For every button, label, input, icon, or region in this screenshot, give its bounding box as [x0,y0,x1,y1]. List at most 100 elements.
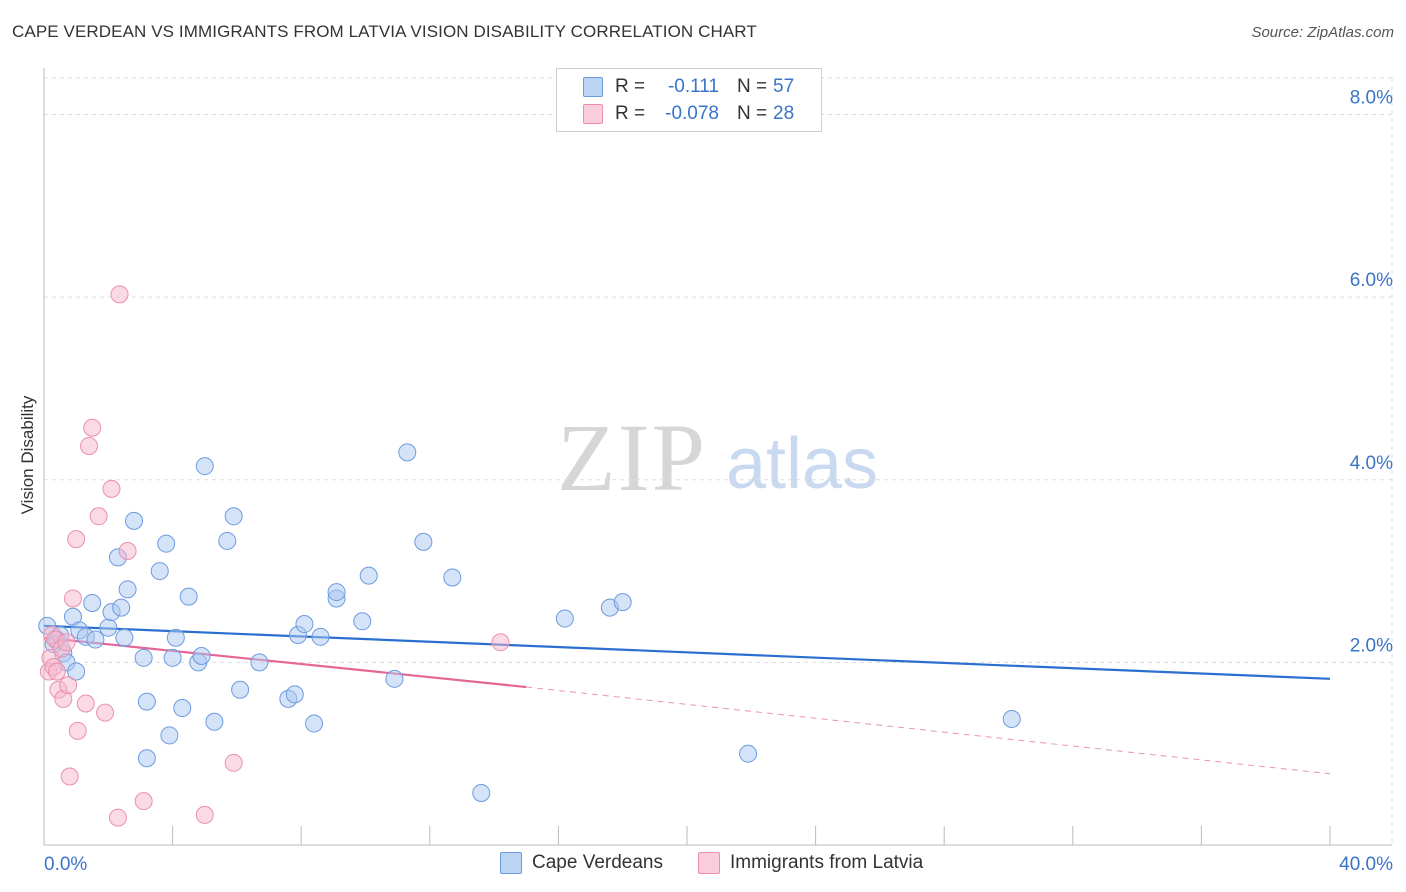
y-tick-label: 4.0% [1350,453,1393,474]
cape-verdean-point [613,593,632,612]
cape-verdean-point [385,669,404,688]
legend-label: Cape Verdeans [532,852,663,873]
cape-verdean-point [99,618,118,637]
latvia-point [80,436,99,455]
latvia-point [195,805,214,824]
cape-verdean-point [166,628,185,647]
cape-verdean-point [231,680,250,699]
latvia-point [108,808,127,827]
watermark-atlas: atlas [726,424,878,504]
cape-verdean-point [83,594,102,613]
latvia-point [76,694,95,713]
legend-label: Immigrants from Latvia [730,852,924,873]
cape-verdean-point [305,714,324,733]
pink-swatch [698,852,720,874]
axes [43,68,1392,846]
latvia-point [118,541,137,560]
watermark-zip: ZIP [557,404,707,511]
cape-verdean-point [163,648,182,667]
cape-verdean-point [192,646,211,665]
latvia-point [89,507,108,526]
gridlines [44,77,1393,845]
cape-verdean-point [118,580,137,599]
cape-verdean-point [327,583,346,602]
cape-verdean-point [285,685,304,704]
cape-verdean-point [67,662,86,681]
cape-verdean-point [443,568,462,587]
y-tick-label: 2.0% [1350,635,1393,656]
y-tick-label: 6.0% [1350,270,1393,291]
latvia-point [491,633,510,652]
cape-verdean-point [359,566,378,585]
cape-verdean-point [218,531,237,550]
cape-verdean-point [311,627,330,646]
latvia-point [224,753,243,772]
cape-verdean-point [125,511,144,530]
cape-verdean-point [150,562,169,581]
n-label: N = [737,103,768,124]
cape-verdean-point [739,744,758,763]
cape-verdean-point [115,628,134,647]
latvia-point [110,285,129,304]
cape-verdean-point [137,692,156,711]
cape-verdean-point [472,783,491,802]
cape-verdean-point [160,726,179,745]
n-value: 28 [773,103,795,124]
pink-swatch [583,104,603,124]
cape-verdean-point [195,457,214,476]
latvia-point [96,703,115,722]
latvia-trend-extension [526,686,1331,775]
latvia-point [83,418,102,437]
latvia-point [102,479,121,498]
legend-item-latvia[interactable]: Immigrants from Latvia [698,852,923,874]
latvia-point [57,633,76,652]
cape-verdean-point [205,712,224,731]
n-label: N = [737,76,768,97]
cape-verdean-point [1002,709,1021,728]
cape-verdean-point [555,609,574,628]
r-label: R = [615,76,646,97]
latvia-point [59,676,78,695]
trend-lines [43,624,1331,775]
latvia-point [60,767,79,786]
cape-verdean-point [157,534,176,553]
cape-verdean-point [353,612,372,631]
chart-title: CAPE VERDEAN VS IMMIGRANTS FROM LATVIA V… [12,22,757,41]
r-label: R = [615,103,646,124]
watermark: ZIP atlas [557,404,878,511]
blue-swatch [583,77,603,97]
cape-verdean-point [295,615,314,634]
cape-verdean-point [134,648,153,667]
cape-verdean-trend-line [43,624,1331,680]
x-tick-label: 0.0% [44,854,87,875]
source-label: Source: ZipAtlas.com [1251,24,1394,41]
legend-item-cape-verdeans[interactable]: Cape Verdeans [500,852,663,874]
x-tick-label: 40.0% [1339,854,1393,875]
stats-legend: R = -0.111 N = 57 R = -0.078 N = 28 [556,68,822,132]
cape-verdean-point [398,443,417,462]
r-value: -0.078 [665,103,719,124]
cape-verdean-point [86,630,105,649]
latvia-point [47,662,66,681]
data-points [38,285,1021,827]
r-value: -0.111 [667,76,719,97]
stats-row-latvia: R = -0.078 N = 28 [583,102,794,126]
series-legend: Cape Verdeans Immigrants from Latvia [0,852,1406,878]
cape-verdean-point [179,587,198,606]
cape-verdean-point [224,507,243,526]
stats-row-cape-verdeans: R = -0.111 N = 57 [583,75,794,99]
cape-verdean-point [414,532,433,551]
latvia-point [63,589,82,608]
cape-verdean-point [250,653,269,672]
n-value: 57 [773,76,795,97]
latvia-point [134,792,153,811]
y-tick-label: 8.0% [1350,88,1393,109]
blue-swatch [500,852,522,874]
latvia-point [67,530,86,549]
latvia-point [68,721,87,740]
tick-labels: 2.0% 4.0% 6.0% 8.0% 0.0% 40.0% [44,88,1393,875]
cape-verdean-point [173,699,192,718]
cape-verdean-point [112,598,131,617]
cape-verdean-point [137,749,156,768]
